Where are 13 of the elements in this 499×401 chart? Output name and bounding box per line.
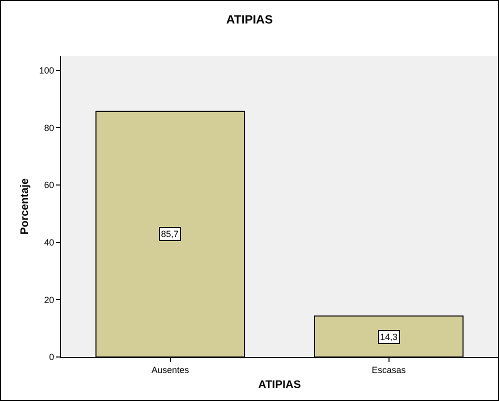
data-label: 14,3 — [380, 332, 398, 342]
y-tick-label: 60 — [44, 180, 54, 190]
y-tick-label: 40 — [44, 237, 54, 248]
chart-title: ATIPIAS — [226, 12, 273, 26]
y-tick-label: 100 — [39, 65, 54, 76]
data-label: 85,7 — [161, 229, 179, 239]
x-tick-label: Escasas — [372, 364, 406, 375]
y-tick-label: 20 — [44, 294, 54, 305]
y-axis-title: Porcentaje — [18, 178, 31, 235]
x-axis-title: ATIPIAS — [258, 379, 301, 391]
x-tick-label: Ausentes — [151, 364, 190, 375]
y-tick-label: 80 — [44, 122, 54, 133]
y-tick-label: 0 — [49, 352, 54, 362]
